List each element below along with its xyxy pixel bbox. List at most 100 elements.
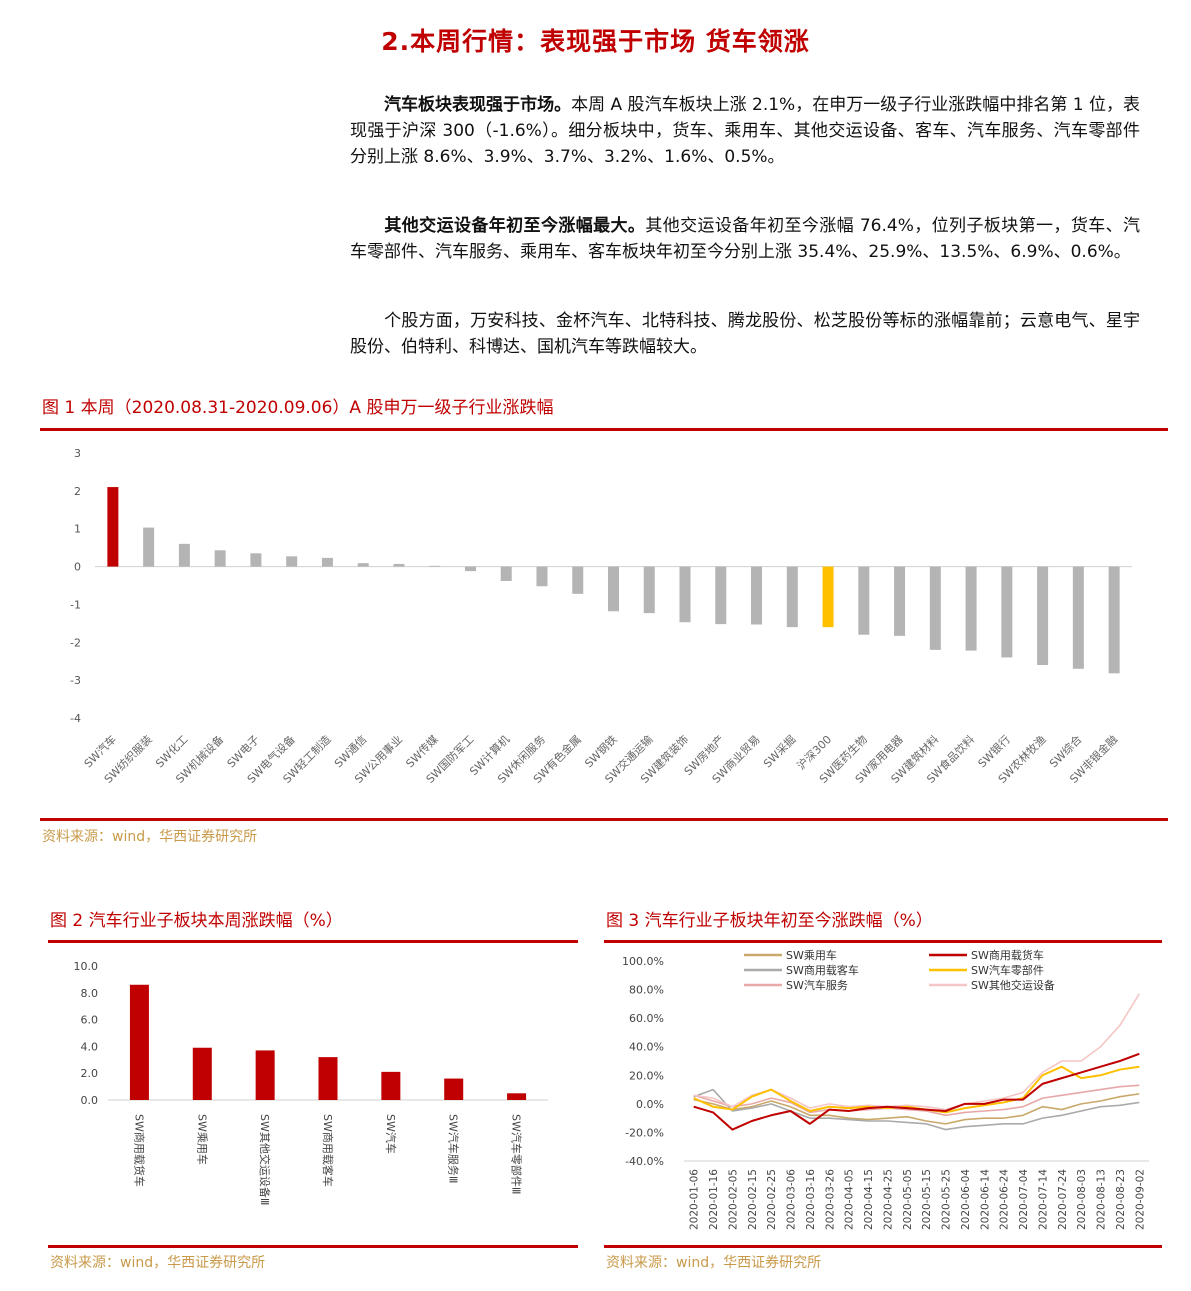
bar-SW公用事业 xyxy=(393,563,405,567)
bar-SW其他交运设备Ⅲ xyxy=(255,1050,275,1100)
bar-SW休闲服务 xyxy=(536,566,548,587)
x-tick-label: 2020-05-15 xyxy=(921,1169,933,1230)
x-tick-label: 2020-03-06 xyxy=(786,1169,798,1230)
bar-SW电子 xyxy=(250,553,262,567)
series-line-SW乘用车 xyxy=(693,1093,1140,1125)
y-tick-label: 6.0 xyxy=(81,1014,99,1027)
fig2-title: 图 2 汽车行业子板块本周涨跌幅（%） xyxy=(50,911,343,931)
y-tick-label: 0.0 xyxy=(81,1094,99,1107)
legend-label: SW汽车零部件 xyxy=(971,963,1044,977)
bar-SW食品饮料 xyxy=(965,566,977,651)
fig2-bottom-rule xyxy=(48,1245,578,1248)
bar-SW钢铁 xyxy=(608,566,619,612)
bar-SW建筑材料 xyxy=(929,566,941,650)
bar-SW机械设备 xyxy=(214,550,226,567)
y-tick-label: -3 xyxy=(70,674,81,687)
paragraph-body: 其他交运设备年初至今涨幅 76.4%，位列子板块第一，货车、汽车零部件、汽车服务… xyxy=(350,216,1140,262)
y-tick-label: -20.0% xyxy=(625,1126,664,1139)
x-tick-label: 2020-09-02 xyxy=(1134,1169,1146,1230)
bar-SW建筑装饰 xyxy=(679,566,691,623)
x-tick-label: SW采掘 xyxy=(760,732,798,770)
bar-SW汽车服务Ⅲ xyxy=(444,1078,464,1100)
x-tick-label: 2020-07-24 xyxy=(1057,1169,1069,1230)
paragraph-lead: 其他交运设备年初至今涨幅最大。 xyxy=(384,216,646,236)
y-tick-label: 80.0% xyxy=(629,984,664,997)
bar-SW传媒 xyxy=(429,565,441,567)
bar-SW商用载货车 xyxy=(129,984,149,1100)
legend-label: SW商用载货车 xyxy=(971,948,1044,962)
fig3-line-chart: 100.0% 80.0% 60.0% 40.0% 20.0% 0.0% -20.0% -40.… xyxy=(622,948,1149,1230)
bar-SW交通运输 xyxy=(643,566,655,614)
y-tick-label: -1 xyxy=(70,598,81,611)
legend-label: SW商用载客车 xyxy=(786,963,859,977)
y-tick-label: 20.0% xyxy=(629,1069,664,1082)
y-tick-label: 0 xyxy=(74,561,81,574)
paragraph-lead: 汽车板块表现强于市场。 xyxy=(384,95,572,115)
bar-SW医药生物 xyxy=(858,566,870,635)
bar-SW综合 xyxy=(1072,566,1084,669)
x-tick-label: SW汽车零部件Ⅲ xyxy=(510,1114,524,1194)
y-tick-label: 3 xyxy=(74,447,81,460)
bar-沪深300 xyxy=(822,566,834,628)
x-tick-label: SW汽车服务Ⅲ xyxy=(447,1114,461,1183)
bar-SW汽车零部件Ⅲ xyxy=(507,1093,527,1100)
x-tick-label: 2020-07-04 xyxy=(1018,1169,1030,1230)
fig1-source: 资料来源：wind，华西证券研究所 xyxy=(42,829,258,845)
x-tick-label: 2020-08-13 xyxy=(1096,1169,1108,1230)
legend-label: SW其他交运设备 xyxy=(971,978,1055,992)
x-tick-label: 2020-02-25 xyxy=(766,1169,778,1230)
bar-SW非银金融 xyxy=(1108,566,1120,674)
bar-SW国防军工 xyxy=(464,566,476,572)
fig2-bar-chart: 10.0 8.0 6.0 4.0 2.0 0.0 SW商用载货车 SW乘用车 SW其他交运设备Ⅲ… xyxy=(74,960,548,1205)
x-tick-label: 2020-03-16 xyxy=(805,1169,817,1230)
fig2-top-rule xyxy=(48,940,578,943)
bar-SW电气设备 xyxy=(286,556,298,567)
paragraph-3: 个股方面，万安科技、金杯汽车、北特科技、腾龙股份、松芝股份等标的涨幅靠前；云意电… xyxy=(350,308,1140,360)
x-tick-label: 2020-08-23 xyxy=(1115,1169,1127,1230)
paragraph-body: 个股方面，万安科技、金杯汽车、北特科技、腾龙股份、松芝股份等标的涨幅靠前；云意电… xyxy=(350,311,1140,357)
y-tick-label: 100.0% xyxy=(622,955,664,968)
bar-SW家用电器 xyxy=(894,566,906,636)
x-tick-label: 2020-05-25 xyxy=(941,1169,953,1230)
bar-SW轻工制造 xyxy=(321,557,333,567)
x-tick-label: 2020-08-03 xyxy=(1076,1169,1088,1230)
y-tick-label: 2.0 xyxy=(81,1067,99,1080)
x-tick-label: 2020-04-15 xyxy=(863,1169,875,1230)
y-tick-label: 60.0% xyxy=(629,1012,664,1025)
fig3-title: 图 3 汽车行业子板块年初至今涨跌幅（%） xyxy=(606,911,933,931)
fig1-title: 图 1 本周（2020.08.31-2020.09.06）A 股申万一级子行业涨… xyxy=(42,398,554,418)
y-tick-label: 10.0 xyxy=(74,960,99,973)
y-tick-label: 4.0 xyxy=(81,1040,99,1053)
fig1-top-rule xyxy=(40,428,1168,431)
bar-SW化工 xyxy=(178,543,190,567)
x-tick-label: 2020-03-26 xyxy=(824,1169,836,1230)
bar-SW商业贸易 xyxy=(751,566,763,625)
series-line-SW商用载货车 xyxy=(693,1052,1140,1131)
bar-SW汽车 xyxy=(381,1071,401,1100)
x-tick-label: 2020-04-05 xyxy=(844,1169,856,1230)
x-tick-label: 2020-05-05 xyxy=(902,1169,914,1230)
legend-label: SW汽车服务 xyxy=(786,978,848,992)
y-tick-label: 8.0 xyxy=(81,987,99,1000)
bar-SW汽车 xyxy=(107,487,119,567)
x-tick-label: SW汽车 xyxy=(384,1114,398,1154)
x-tick-label: SW商用载客车 xyxy=(321,1114,335,1187)
x-tick-label: 2020-06-14 xyxy=(979,1169,991,1230)
fig3-bottom-rule xyxy=(604,1245,1162,1248)
x-tick-label: 2020-04-25 xyxy=(882,1169,894,1230)
x-tick-label: SW商用载货车 xyxy=(132,1114,146,1187)
x-tick-label: 2020-06-24 xyxy=(999,1169,1011,1230)
fig3-top-rule xyxy=(604,940,1162,943)
x-tick-label: SW其他交运设备Ⅲ xyxy=(258,1114,272,1205)
x-tick-label: 2020-06-04 xyxy=(960,1169,972,1230)
x-tick-label: 2020-01-06 xyxy=(689,1169,701,1230)
y-tick-label: -4 xyxy=(70,712,81,725)
bar-SW农林牧渔 xyxy=(1037,566,1049,665)
series-line-SW其他交运设备 xyxy=(693,993,1140,1111)
x-tick-label: 2020-02-05 xyxy=(727,1169,739,1230)
x-tick-label: 2020-07-14 xyxy=(1037,1169,1049,1230)
y-tick-label: -40.0% xyxy=(625,1155,664,1168)
paragraph-1: 汽车板块表现强于市场。本周 A 股汽车板块上涨 2.1%，在申万一级子行业涨跌幅… xyxy=(350,92,1140,170)
y-tick-label: 0.0% xyxy=(636,1098,664,1111)
bar-SW纺织服装 xyxy=(143,527,155,567)
